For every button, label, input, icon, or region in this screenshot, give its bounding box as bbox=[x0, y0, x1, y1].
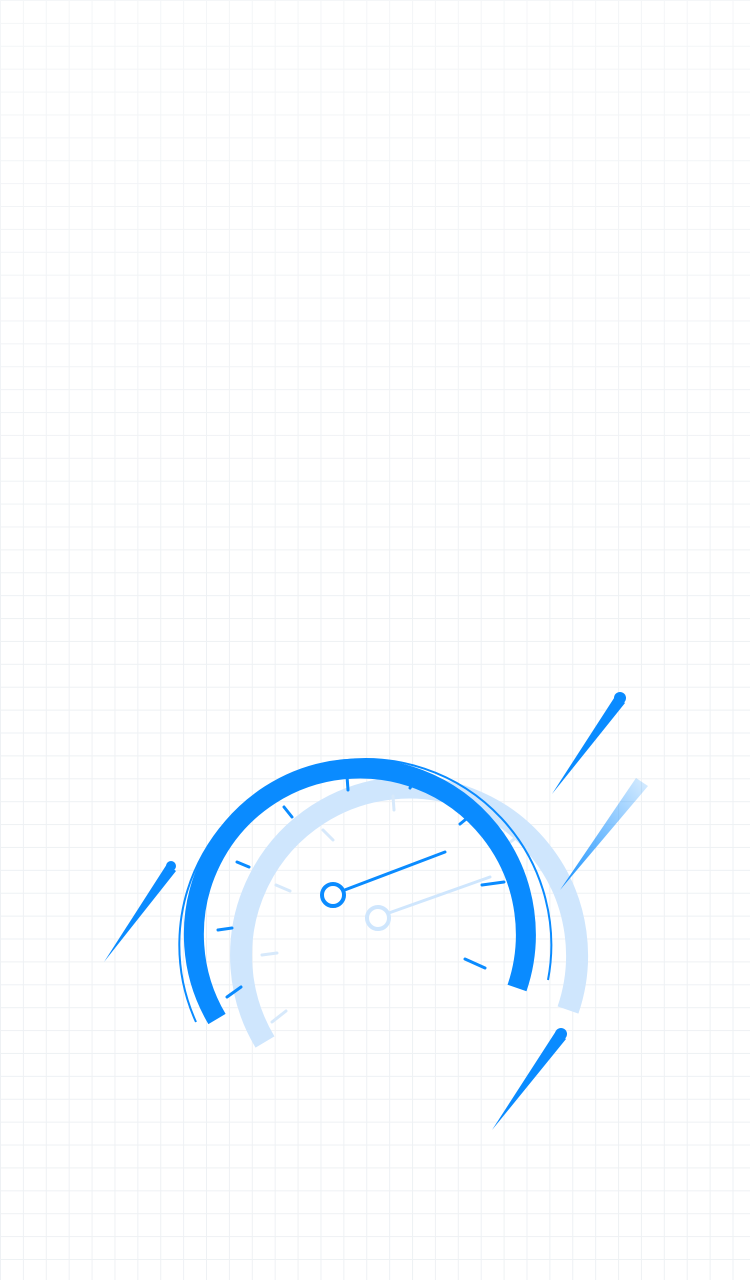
back-gauge bbox=[230, 776, 589, 1048]
speed-line-top-right bbox=[552, 695, 625, 794]
front-gauge-arc bbox=[183, 758, 536, 1025]
speed-line-left bbox=[104, 864, 176, 962]
speed-line-mid-right bbox=[560, 778, 648, 890]
speed-line-bottom bbox=[492, 1031, 566, 1130]
back-gauge-hub bbox=[365, 905, 391, 931]
front-gauge-ticks bbox=[216, 770, 506, 999]
back-gauge-arc bbox=[230, 776, 589, 1048]
speed-lines bbox=[104, 692, 648, 1130]
back-gauge-needle bbox=[384, 875, 492, 916]
front-gauge-hub bbox=[320, 882, 346, 908]
front-gauge bbox=[183, 758, 536, 1025]
front-gauge-needle bbox=[340, 850, 447, 893]
